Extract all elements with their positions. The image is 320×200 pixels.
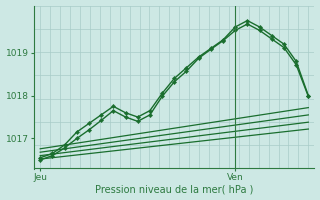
X-axis label: Pression niveau de la mer( hPa ): Pression niveau de la mer( hPa ) bbox=[95, 184, 253, 194]
